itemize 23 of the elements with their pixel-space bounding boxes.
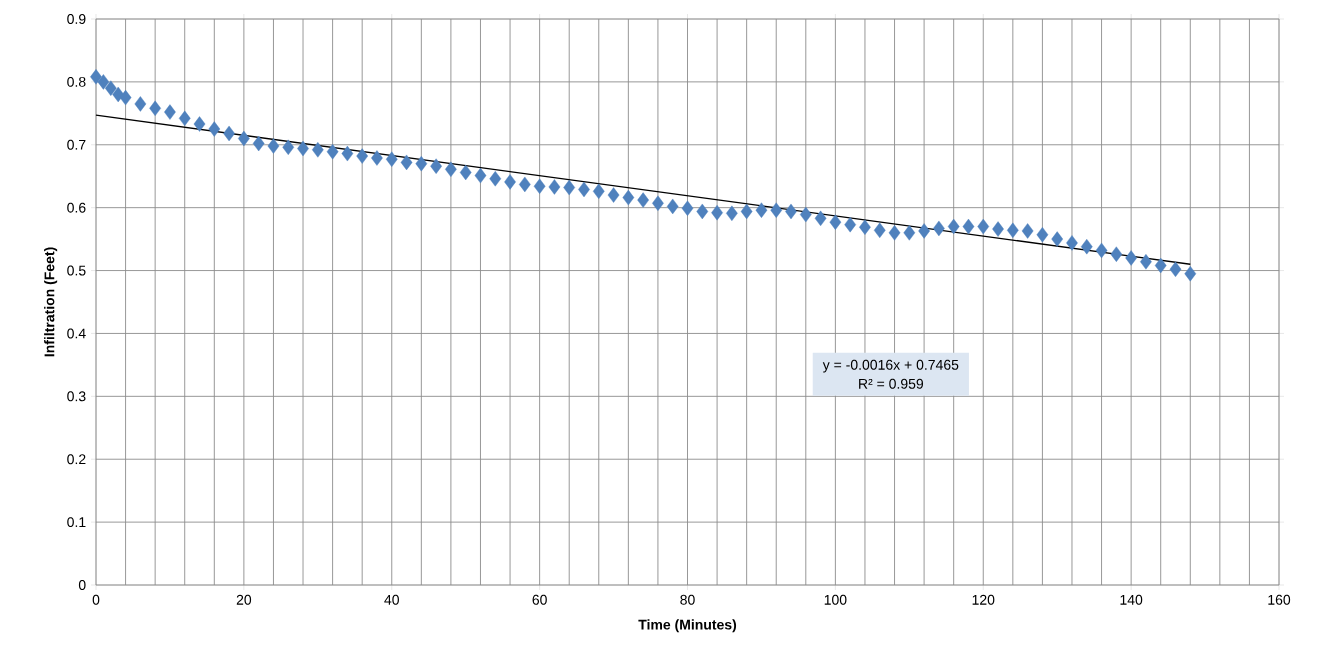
x-tick-label: 20 bbox=[236, 594, 252, 605]
x-tick-label: 160 bbox=[1268, 594, 1291, 605]
x-tick-label: 100 bbox=[824, 594, 847, 605]
y-tick-label: 0 bbox=[78, 580, 86, 590]
y-tick-label: 0.6 bbox=[67, 202, 86, 213]
annotation: R² = 0.959 bbox=[859, 378, 924, 389]
x-axis-title: Time (Minutes) bbox=[638, 619, 737, 633]
y-tick-label: 0.7 bbox=[67, 139, 86, 150]
x-tick-label: 80 bbox=[680, 594, 695, 605]
y-tick-label: 0.1 bbox=[67, 517, 86, 528]
x-tick-label: 0 bbox=[92, 594, 100, 605]
x-tick-label: 140 bbox=[1120, 594, 1143, 605]
y-tick-label: 0.8 bbox=[67, 76, 86, 87]
y-tick-label: 0.9 bbox=[67, 14, 86, 24]
y-tick-label: 0.2 bbox=[67, 454, 86, 465]
y-tick-label: 0.4 bbox=[67, 328, 86, 339]
x-tick-label: 120 bbox=[972, 594, 995, 605]
y-tick-label: 0.5 bbox=[67, 265, 86, 276]
x-tick-label: 40 bbox=[384, 594, 399, 605]
x-tick-label: 60 bbox=[532, 594, 547, 605]
y-axis-title: Infiltration (Feet) bbox=[44, 247, 58, 357]
y-tick-label: 0.3 bbox=[67, 391, 86, 402]
annotation: y = -0.0016x + 0.7465 bbox=[822, 359, 959, 373]
